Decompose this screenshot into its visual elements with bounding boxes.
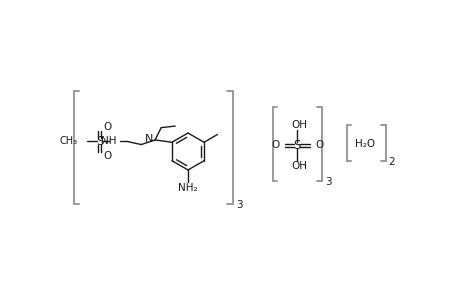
Text: NH: NH: [101, 136, 116, 146]
Text: O: O: [271, 140, 279, 150]
Text: O: O: [103, 151, 112, 161]
Text: NH₂: NH₂: [178, 183, 197, 193]
Text: 3: 3: [236, 200, 243, 210]
Text: S: S: [96, 135, 103, 148]
Text: S: S: [293, 139, 300, 152]
Text: 2: 2: [387, 157, 394, 167]
Text: N: N: [144, 134, 152, 144]
Text: 3: 3: [325, 177, 331, 187]
Text: O: O: [314, 140, 323, 150]
Text: OH: OH: [291, 119, 307, 130]
Text: O: O: [103, 122, 112, 132]
Text: H₂O: H₂O: [354, 139, 375, 149]
Text: OH: OH: [291, 161, 307, 171]
Text: CH₃: CH₃: [60, 136, 78, 146]
